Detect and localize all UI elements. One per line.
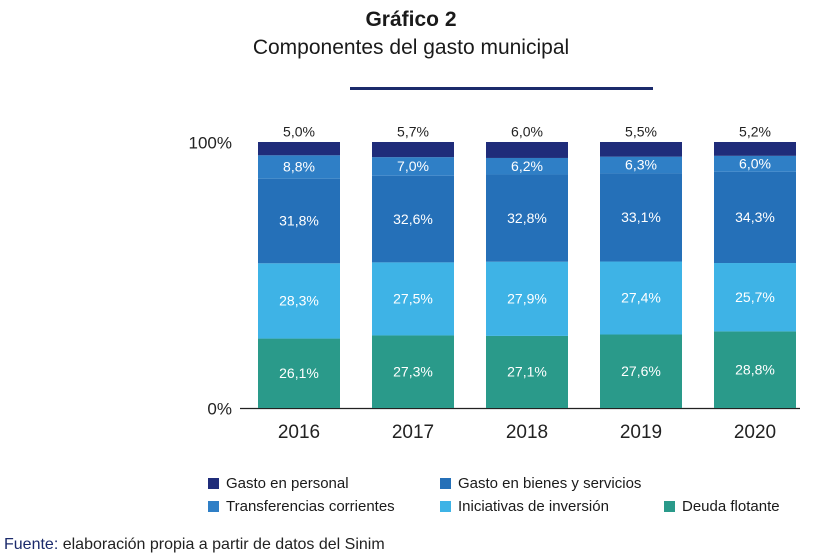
bar-segment — [258, 178, 340, 264]
chart-title: Gráfico 2 — [365, 8, 457, 31]
data-label: 27,3% — [393, 363, 433, 379]
x-tick-label: 2018 — [506, 422, 548, 443]
bar-segment — [372, 142, 454, 158]
data-label: 6,3% — [625, 157, 657, 173]
bar-segment — [372, 175, 454, 263]
bar-segment — [600, 173, 682, 262]
legend-item: Gasto en bienes y servicios — [440, 475, 641, 492]
source-note: Fuente: elaboración propia a partir de d… — [4, 536, 385, 554]
source-text: elaboración propia a partir de datos del… — [58, 536, 385, 553]
y-tick-label: 0% — [207, 399, 232, 418]
data-label: 5,7% — [397, 124, 429, 140]
data-label: 5,2% — [739, 124, 771, 140]
bar-segment — [714, 155, 796, 172]
bar-segment — [600, 142, 682, 157]
data-label: 5,5% — [625, 124, 657, 140]
bar-segment — [714, 331, 796, 408]
data-label: 6,0% — [511, 124, 543, 140]
data-label: 26,1% — [279, 365, 319, 381]
legend-item: Transferencias corrientes — [208, 498, 395, 515]
data-label: 5,0% — [283, 124, 315, 140]
data-label: 25,7% — [735, 289, 775, 305]
x-tick-label: 2017 — [392, 422, 434, 443]
data-label: 28,8% — [735, 361, 775, 377]
data-label: 31,8% — [279, 213, 319, 229]
data-label: 27,9% — [507, 291, 547, 307]
bar-segment — [600, 334, 682, 408]
x-tick-label: 2020 — [734, 422, 776, 443]
bar-segment — [372, 157, 454, 176]
bar-segment — [258, 155, 340, 179]
stacked-bar-chart: 100% 0% 26,1% 28,3% 31,8% 8,8% 5,0% 2016 27,3% 27… — [189, 124, 800, 443]
bar-segment — [486, 157, 568, 175]
bar-segment — [600, 156, 682, 174]
legend-label: Deuda flotante — [682, 498, 780, 515]
data-label: 32,8% — [507, 210, 547, 226]
legend-swatch — [664, 501, 675, 512]
data-label: 27,1% — [507, 364, 547, 380]
chart-subtitle: Componentes del gasto municipal — [252, 36, 570, 59]
data-label: 33,1% — [621, 209, 661, 225]
legend-swatch — [208, 501, 219, 512]
legend-label: Gasto en bienes y servicios — [458, 475, 642, 492]
title-underline — [350, 87, 653, 90]
bar-segment — [600, 261, 682, 335]
legend-item: Gasto en personal — [208, 475, 349, 492]
legend-label: Transferencias corrientes — [226, 498, 395, 515]
data-label: 28,3% — [279, 293, 319, 309]
bar-segment — [486, 261, 568, 336]
bar-segment — [714, 263, 796, 332]
legend-swatch — [440, 478, 451, 489]
source-label: Fuente: — [4, 536, 59, 553]
data-label: 32,6% — [393, 211, 433, 227]
data-label: 6,0% — [739, 156, 771, 172]
data-label: 27,5% — [393, 291, 433, 307]
data-label: 27,6% — [621, 363, 661, 379]
legend-swatch — [208, 478, 219, 489]
bar-segment — [486, 174, 568, 262]
bar-segment — [372, 262, 454, 336]
y-tick-label: 100% — [189, 133, 232, 152]
legend-item: Deuda flotante — [664, 498, 780, 515]
x-tick-label: 2019 — [620, 422, 662, 443]
bar-segment — [714, 142, 796, 156]
bar-segment — [258, 263, 340, 339]
bar-segment — [372, 335, 454, 408]
data-label: 34,3% — [735, 209, 775, 225]
legend-label: Gasto en personal — [226, 475, 349, 492]
bar-segment — [486, 335, 568, 408]
legend-swatch — [440, 501, 451, 512]
legend-label: Iniciativas de inversión — [458, 498, 609, 515]
data-label: 7,0% — [397, 158, 429, 174]
legend-item: Iniciativas de inversión — [440, 498, 609, 515]
x-tick-label: 2016 — [278, 422, 320, 443]
bar-segment — [258, 338, 340, 408]
data-label: 27,4% — [621, 290, 661, 306]
data-label: 8,8% — [283, 159, 315, 175]
data-label: 6,2% — [511, 158, 543, 174]
bar-segment — [714, 171, 796, 264]
bar-segment — [258, 142, 340, 156]
bar-segment — [486, 142, 568, 158]
